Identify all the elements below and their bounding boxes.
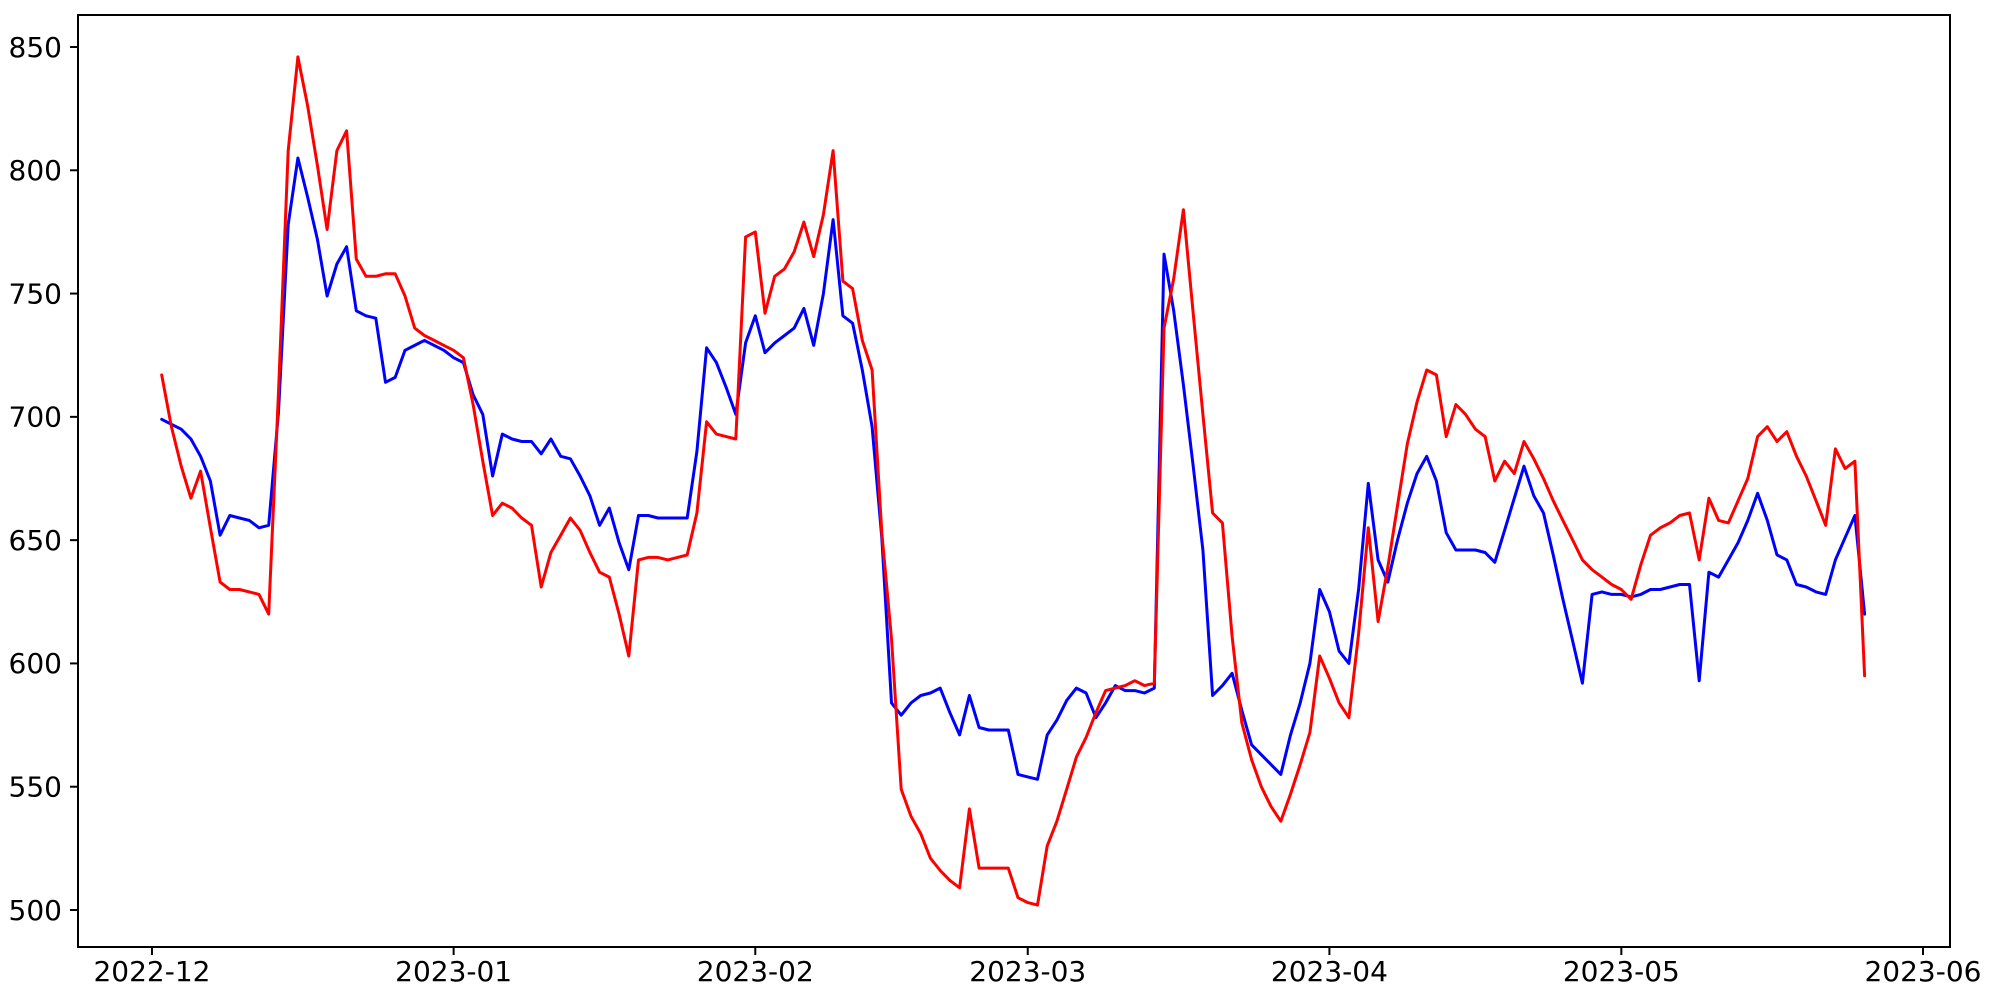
y-axis-ticks: 500 550 600 650 700 750 800 850 xyxy=(9,31,78,927)
x-tick-label: 2023-02 xyxy=(697,955,814,988)
series-red-line xyxy=(160,55,1867,907)
x-tick-label: 2023-05 xyxy=(1563,955,1680,988)
y-tick-label: 550 xyxy=(9,771,62,804)
series-group xyxy=(160,55,1867,907)
x-axis-ticks: 2022-12 2023-01 2023-02 2023-03 2023-04 2023-… xyxy=(93,947,1981,988)
y-tick-label: 850 xyxy=(9,31,62,64)
plot-border-spines xyxy=(77,14,1951,948)
y-tick-label: 750 xyxy=(9,277,62,310)
y-tick-label: 500 xyxy=(9,894,62,927)
x-tick-label: 2023-01 xyxy=(395,955,512,988)
series-blue-line xyxy=(160,156,1867,781)
x-tick-label: 2022-12 xyxy=(93,955,210,988)
y-tick-label: 800 xyxy=(9,154,62,187)
y-tick-label: 700 xyxy=(9,401,62,434)
x-tick-label: 2023-04 xyxy=(1271,955,1388,988)
x-tick-label: 2023-06 xyxy=(1864,955,1981,988)
y-tick-label: 600 xyxy=(9,647,62,680)
x-tick-label: 2023-03 xyxy=(969,955,1086,988)
plot-area xyxy=(78,15,1950,947)
y-tick-label: 650 xyxy=(9,524,62,557)
